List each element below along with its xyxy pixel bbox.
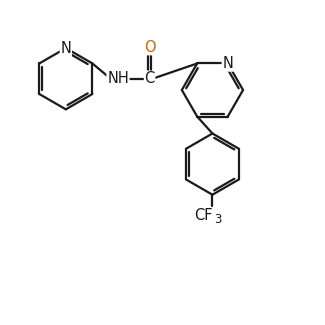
- Text: CF: CF: [194, 208, 213, 223]
- Text: N: N: [222, 56, 233, 71]
- Text: NH: NH: [107, 71, 129, 86]
- Text: 3: 3: [214, 213, 221, 226]
- Text: O: O: [144, 40, 155, 55]
- Text: C: C: [145, 71, 155, 86]
- Text: N: N: [60, 41, 71, 56]
